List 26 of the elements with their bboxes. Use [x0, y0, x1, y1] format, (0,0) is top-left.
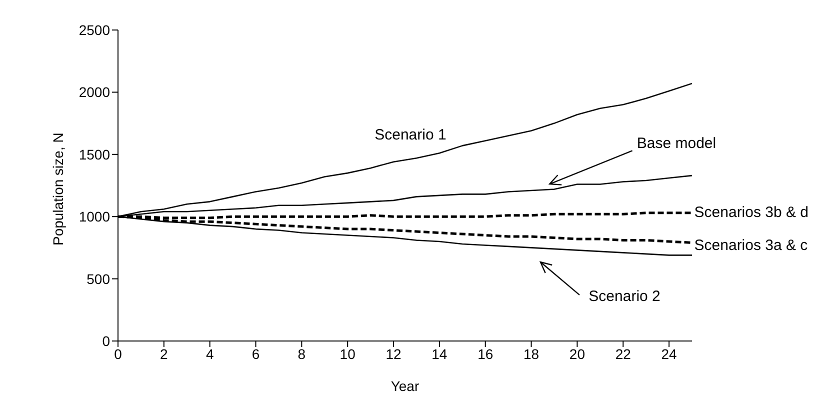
x-tick-label: 4 [206, 346, 214, 362]
x-tick-label: 24 [661, 346, 678, 362]
text: Scenario 2 [588, 288, 660, 306]
y-tick-label: 1000 [78, 208, 110, 225]
x-tick-label: 0 [114, 346, 122, 362]
x-tick-label: 8 [298, 346, 306, 362]
series-label: Base model [636, 135, 716, 152]
x-tick-label: 12 [386, 346, 402, 362]
series-label: Scenarios 3b & d [694, 204, 809, 221]
x-tick-label: 18 [523, 346, 540, 362]
x-tick-label: 10 [340, 346, 356, 362]
y-tick-label: 0 [102, 332, 110, 349]
x-tick-label: 22 [615, 346, 632, 362]
series-label: Scenario 1 [374, 126, 446, 144]
y-axis-title: Population size, N [50, 132, 66, 246]
x-tick-label: 6 [252, 346, 260, 362]
y-tick-label: 500 [86, 270, 110, 287]
x-tick-label: 16 [478, 346, 494, 362]
x-tick-label: 20 [569, 346, 586, 362]
y-tick-label: 1500 [78, 146, 110, 162]
x-axis-title: Year [390, 378, 420, 394]
x-tick-label: 14 [432, 346, 448, 362]
y-tick-label: 2000 [78, 84, 110, 100]
x-tick-label: 2 [160, 346, 168, 362]
y-tick-label: 2500 [78, 22, 110, 38]
series-label: Scenarios 3a & c [694, 237, 808, 254]
